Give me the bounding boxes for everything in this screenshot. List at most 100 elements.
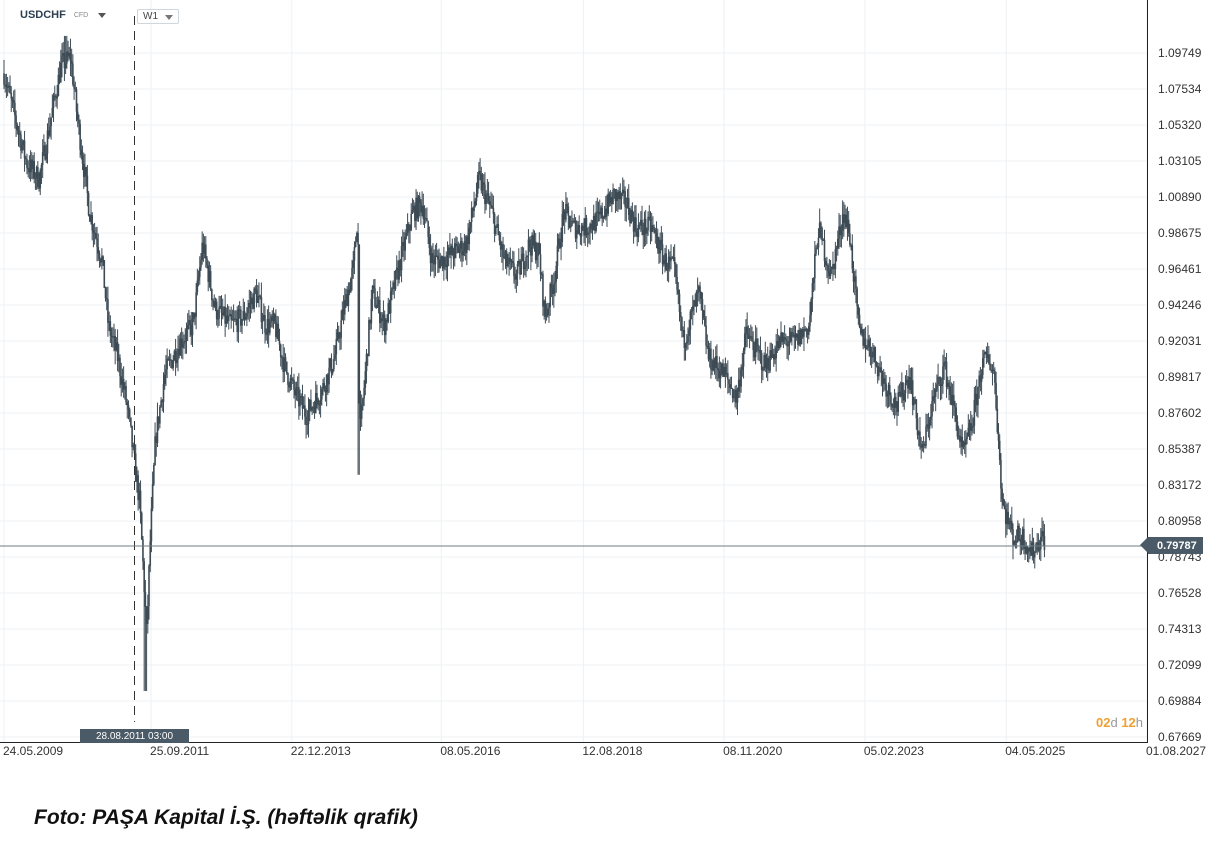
candle-body: [395, 267, 398, 271]
candle-body: [938, 377, 941, 379]
candle-body: [1033, 552, 1036, 558]
time-tick-label: 12.08.2018: [582, 744, 642, 758]
candle-body: [806, 328, 809, 335]
candle-body: [459, 240, 462, 249]
candle-body: [507, 264, 509, 267]
candle-body: [424, 218, 427, 220]
candle-body: [904, 383, 907, 394]
candle-body: [903, 393, 906, 401]
candle-body: [701, 299, 704, 311]
candle-body: [447, 247, 450, 256]
candle-body: [488, 201, 491, 205]
candle-body: [519, 260, 521, 275]
candle-body: [258, 295, 260, 297]
candle-body: [546, 308, 549, 316]
candle-body: [414, 205, 416, 221]
candle-body: [254, 288, 257, 291]
candle-body: [357, 232, 359, 245]
countdown-hours-unit: h: [1135, 715, 1144, 730]
candle-body: [282, 357, 284, 373]
candle-body: [543, 300, 545, 307]
candle-body: [612, 189, 614, 205]
candle-body: [327, 374, 329, 385]
candle-body: [679, 312, 682, 318]
candle-body: [858, 314, 861, 327]
candle-body: [670, 257, 672, 261]
candle-body: [492, 207, 495, 214]
candle-body: [614, 189, 617, 202]
candle-body: [1015, 541, 1018, 543]
candle-body: [325, 374, 328, 393]
candle-body: [950, 394, 953, 405]
candle-body: [677, 289, 680, 294]
candle-body: [366, 353, 369, 357]
candle-body: [873, 347, 875, 352]
candle-body: [249, 302, 252, 305]
time-tick-label: 22.12.2013: [291, 744, 351, 758]
candle-body: [482, 182, 485, 185]
candle-body: [298, 387, 300, 407]
candle-body: [516, 263, 519, 274]
candle-body: [302, 405, 305, 409]
candle-body: [820, 222, 822, 229]
candle-body: [167, 358, 170, 360]
candle-body: [829, 269, 832, 277]
candle-body: [49, 126, 51, 136]
candle-body: [638, 224, 641, 226]
candle-body: [24, 158, 27, 160]
time-tick-label: 24.05.2009: [3, 744, 63, 758]
candle-body: [626, 197, 629, 208]
candle-body: [224, 306, 226, 324]
candle-body: [260, 296, 263, 322]
candle-body: [632, 217, 635, 232]
candle-body: [510, 261, 513, 263]
candle-body: [774, 358, 776, 360]
candle-body: [690, 310, 693, 312]
candle-body: [915, 399, 918, 419]
candle-body: [142, 539, 144, 562]
candle-body: [838, 226, 840, 239]
candle-body: [330, 358, 333, 374]
candle-body: [989, 363, 991, 371]
candle-body: [963, 442, 966, 445]
candle-body: [410, 214, 413, 230]
time-tick-label: 08.11.2020: [723, 744, 782, 758]
candle-body: [608, 193, 611, 204]
candle-body: [511, 261, 514, 264]
candle-body: [498, 235, 501, 241]
candle-body: [807, 326, 810, 335]
candle-body: [463, 241, 466, 252]
candle-body: [729, 384, 732, 388]
candle-body: [594, 215, 596, 231]
candle-body: [194, 312, 196, 317]
candle-body: [486, 193, 489, 195]
candle-body: [611, 197, 613, 205]
candle-body: [363, 387, 365, 399]
candle-body: [130, 417, 132, 426]
candle-body: [702, 310, 705, 318]
crosshair-date-label: 28.08.2011 03:00: [80, 729, 189, 743]
candle-body: [596, 211, 599, 213]
candle-body: [823, 239, 826, 262]
candle-body: [1021, 528, 1024, 547]
candle-body: [230, 314, 232, 320]
symbol-selector[interactable]: USDCHF CFD: [20, 9, 107, 21]
candle-body: [545, 315, 548, 317]
candle-body: [1002, 499, 1005, 506]
candle-body: [400, 246, 403, 271]
candle-body: [817, 237, 820, 248]
candle-body: [220, 305, 223, 313]
candle-body: [665, 253, 668, 270]
candle-body: [8, 85, 10, 87]
candle-body: [1029, 547, 1031, 552]
candle-body: [411, 210, 414, 215]
candle-body: [43, 145, 45, 153]
candle-body: [803, 329, 805, 337]
candle-body: [1001, 488, 1003, 500]
candle-body: [758, 349, 761, 351]
timeframe-selector[interactable]: W1: [137, 9, 179, 24]
candle-body: [661, 244, 664, 265]
candle-body: [646, 230, 648, 234]
candle-body: [944, 361, 947, 363]
